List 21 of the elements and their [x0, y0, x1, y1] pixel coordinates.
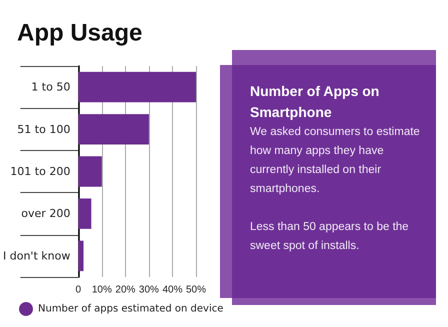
text: Less than 50 appears to be the sweet spot of installs.	[250, 220, 410, 254]
text: We asked consumers to estimate how many apps they have currently installed on their smartphones.	[250, 125, 421, 197]
x-tick-label: 20%	[115, 284, 136, 296]
bar	[78, 114, 149, 144]
chart-title: App Usage	[17, 20, 142, 46]
y-tick-label: 101 to 200	[10, 165, 70, 178]
y-tick-label: over 200	[21, 207, 70, 220]
bar	[78, 72, 196, 102]
bar	[78, 240, 84, 272]
x-tick-label: 40%	[162, 284, 183, 296]
y-tick-label: I don't know	[3, 249, 70, 262]
bar	[78, 156, 102, 187]
x-tick-label: 50%	[186, 284, 206, 296]
x-tick-label: 30%	[138, 284, 160, 296]
legend-label: Number of apps estimated on device	[38, 304, 224, 314]
y-tick-label: 51 to 100	[17, 122, 70, 136]
text: Number of Apps on Smartphone	[250, 82, 380, 122]
bar	[78, 198, 92, 229]
x-tick-label: 0	[76, 284, 82, 296]
x-tick-label: 10%	[92, 284, 112, 296]
y-tick-label: 1 to 50	[31, 80, 70, 94]
